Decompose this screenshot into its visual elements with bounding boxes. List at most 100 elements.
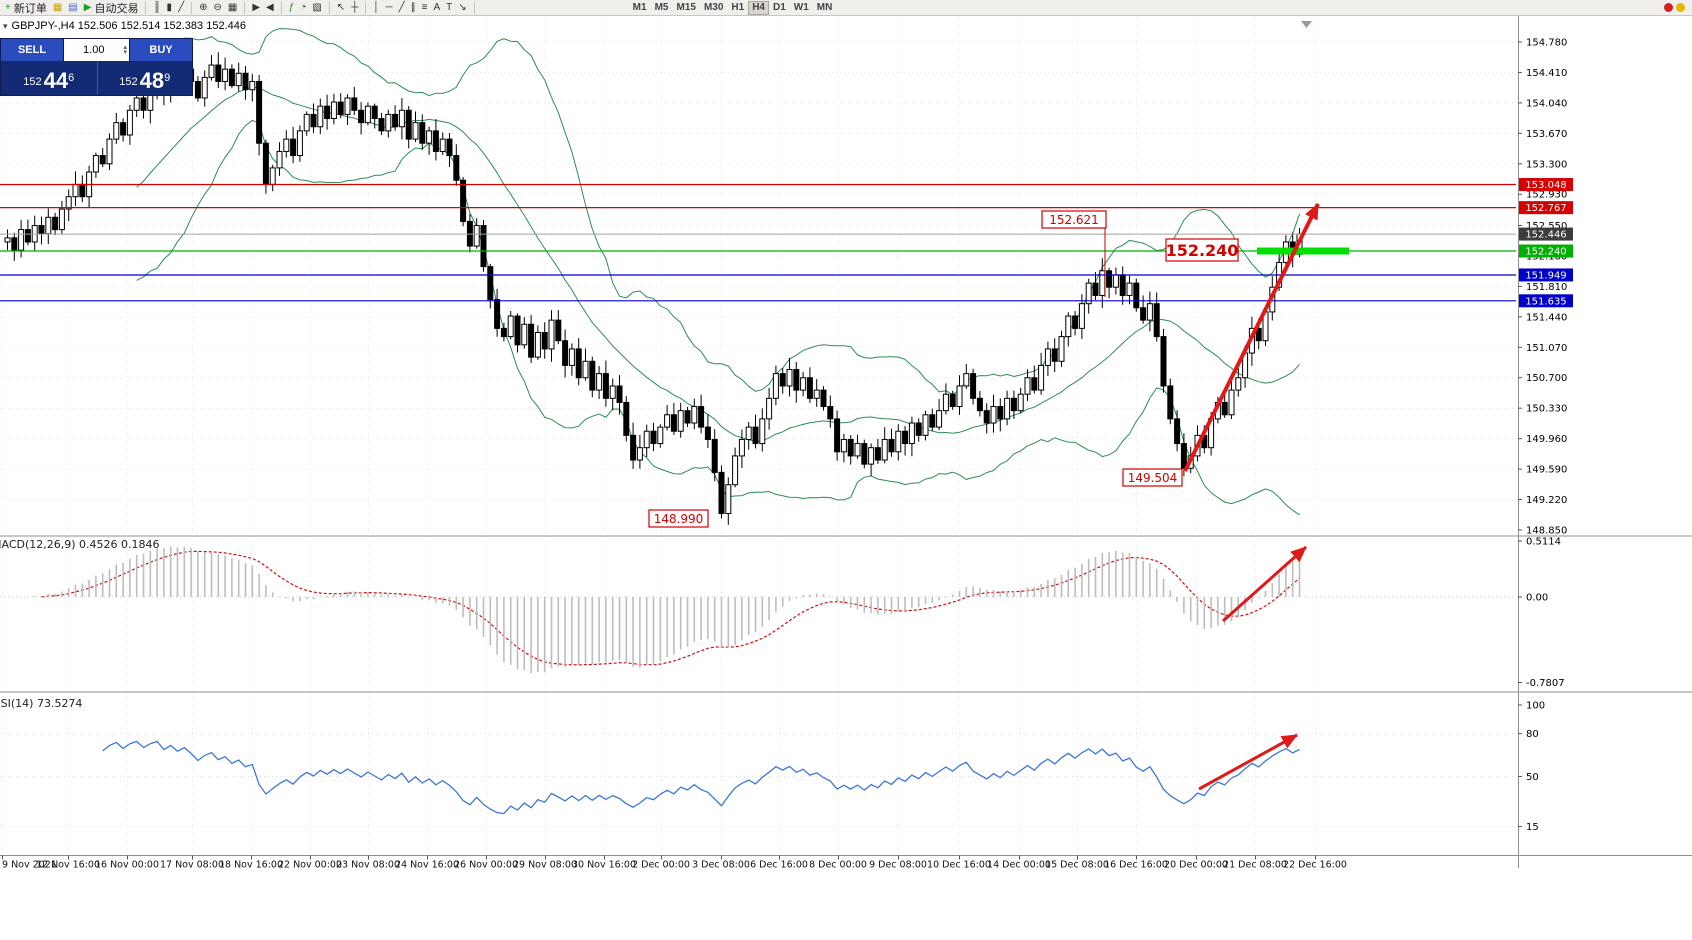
autoscroll-button[interactable]: ▶	[249, 1, 263, 15]
line-chart-icon: ╱	[178, 1, 185, 13]
resistance-line-1-box	[1519, 178, 1573, 192]
timeframe-h1-button[interactable]: H1	[731, 2, 745, 13]
timeframe-h4-button[interactable]: H4	[748, 0, 769, 15]
timeframe-m5-button[interactable]: M5	[654, 2, 669, 13]
trend-arrow-main[interactable]	[1183, 203, 1320, 472]
swing-high-callout[interactable]	[1041, 210, 1107, 229]
bottom-callout[interactable]	[648, 509, 709, 528]
timeframe-m15-button[interactable]: M15	[676, 2, 696, 13]
price-axis-label: 153.670	[1526, 129, 1567, 140]
toolbar-group-scroll: ▶ ◀	[249, 0, 276, 15]
current-price-label: 152.446	[1525, 230, 1566, 241]
alert-icon[interactable]	[1664, 3, 1673, 12]
candle-chart-button[interactable]: ▮	[164, 1, 176, 15]
toolbar: + 新订单 ▦ ▤ ▶ 自动交易 ║ ▮ ╱ ⊕ ⊖ ▦ ▶ ◀ ƒ ◔ ▧ ↖ ┼ │ ─ ╱ ∥ ≡ A T ↘ M1 M5 M15 M…	[0, 0, 1692, 16]
timeframe-m1-button[interactable]: M1	[632, 2, 647, 13]
level-callout[interactable]	[1165, 238, 1239, 262]
macd-axis-label: 0.5114	[1526, 537, 1561, 548]
periods-button[interactable]: ◔	[297, 1, 309, 15]
chart-shift-button[interactable]: ◀	[263, 1, 277, 15]
trendline-button[interactable]: ╱	[396, 1, 408, 15]
timeframe-m30-button[interactable]: M30	[703, 2, 724, 13]
channel-button[interactable]: ∥	[408, 1, 419, 15]
toolbar-separator	[191, 1, 193, 14]
horizontal-lines[interactable]	[0, 183, 1516, 302]
trend-arrow-macd[interactable]	[1222, 545, 1307, 623]
sell-button[interactable]: SELL	[1, 39, 63, 61]
cursor-button[interactable]: ↖	[334, 1, 348, 15]
autotrading-button[interactable]: ▶ 自动交易	[81, 1, 142, 15]
arrows-button[interactable]: ↘	[455, 1, 469, 15]
toolbar-group-trade: + 新订单 ▦ ▤ ▶ 自动交易	[2, 0, 141, 15]
fibonacci-button[interactable]: ≡	[419, 1, 431, 15]
time-axis-label: 29 Nov 08:00	[513, 860, 577, 871]
trend-arrow-rsi[interactable]	[1198, 733, 1298, 791]
tile-windows-button[interactable]: ▦	[225, 1, 240, 15]
cursor-icon: ↖	[336, 1, 346, 13]
annotations: 152.621 152.240 149.504 148.990	[648, 203, 1320, 791]
price-axis[interactable]: 154.780 154.410 154.040 153.670 153.300 152.9…	[1518, 38, 1573, 834]
time-axis-label: 6 Dec 16:00	[750, 860, 808, 871]
support-line-green-box	[1519, 244, 1573, 258]
horizontal-line-button[interactable]: ─	[383, 1, 396, 15]
templates-icon: ▧	[312, 1, 322, 13]
price-axis-label: 151.440	[1526, 312, 1567, 323]
swing-low-callout-text: 149.504	[1128, 471, 1178, 485]
chart-window-button[interactable]: ▦	[50, 1, 65, 15]
new-order-button[interactable]: + 新订单	[2, 1, 50, 15]
market-watch-button[interactable]: ▤	[65, 1, 80, 15]
text-button[interactable]: A	[431, 1, 444, 15]
bollinger-upper	[136, 28, 1300, 396]
vertical-line-button[interactable]: │	[370, 1, 382, 15]
timeframe-d1-button[interactable]: D1	[772, 2, 786, 13]
buy-price-button[interactable]: 152 48 9	[96, 61, 193, 95]
toolbar-separator	[280, 1, 282, 14]
buy-price-pips: 48	[139, 68, 165, 93]
autotrading-icon: ▶	[83, 1, 92, 13]
templates-button[interactable]: ▧	[309, 1, 324, 15]
time-axis-label: 8 Dec 00:00	[809, 860, 867, 871]
rsi-line	[102, 740, 1300, 815]
resistance-line-1-label: 153.048	[1525, 180, 1566, 191]
timeframe-mn-button[interactable]: MN	[816, 2, 833, 13]
toolbar-group-objects: ƒ ◔ ▧	[286, 0, 325, 15]
swing-low-callout[interactable]	[1122, 468, 1183, 487]
volume-value[interactable]: 1.00	[83, 44, 105, 56]
price-axis-label: 149.590	[1526, 465, 1567, 476]
volume-up-button[interactable]: ▴	[123, 44, 127, 51]
rsi-axis-label: 50	[1526, 772, 1539, 783]
macd-label: MACD(12,26,9) 0.4526 0.1846	[0, 538, 160, 551]
news-icon[interactable]	[1676, 3, 1685, 12]
zoom-out-button[interactable]: ⊖	[210, 1, 224, 15]
volume-down-button[interactable]: ▾	[123, 49, 127, 56]
chart-window-icon: ▦	[52, 1, 63, 13]
label-button[interactable]: T	[443, 1, 455, 15]
toolbar-group-timeframes: M1 M5 M15 M30 H1 H4 D1 W1 MN	[629, 0, 837, 15]
bottom-callout-text: 148.990	[654, 512, 704, 526]
crosshair-button[interactable]: ┼	[348, 1, 361, 15]
bar-chart-button[interactable]: ║	[150, 1, 163, 15]
price-axis-label: 148.850	[1526, 525, 1567, 536]
sell-price-button[interactable]: 152 44 6	[1, 61, 97, 95]
buy-button[interactable]: BUY	[130, 39, 192, 61]
chart-shift-marker-icon[interactable]	[1301, 21, 1312, 28]
timeframe-w1-button[interactable]: W1	[793, 2, 809, 13]
zoom-out-icon: ⊖	[213, 1, 222, 13]
indicators-button[interactable]: ƒ	[286, 1, 298, 15]
time-axis-label: 22 Dec 16:00	[1283, 860, 1347, 871]
toolbar-separator	[328, 1, 330, 14]
price-axis-label: 154.040	[1526, 98, 1567, 109]
volume-input[interactable]: 1.00 ▴ ▾	[63, 39, 130, 61]
time-axis-label: 22 Nov 00:00	[278, 860, 342, 871]
sell-price-big-figure: 152	[23, 76, 42, 88]
horizontal-line-icon: ─	[385, 1, 393, 13]
one-click-toggle-icon[interactable]: ▾	[3, 20, 8, 31]
fibonacci-icon: ≡	[421, 1, 428, 13]
zoom-in-button[interactable]: ⊕	[196, 1, 210, 15]
line-chart-button[interactable]: ╱	[175, 1, 187, 15]
rsi-axis-label: 80	[1526, 729, 1539, 740]
